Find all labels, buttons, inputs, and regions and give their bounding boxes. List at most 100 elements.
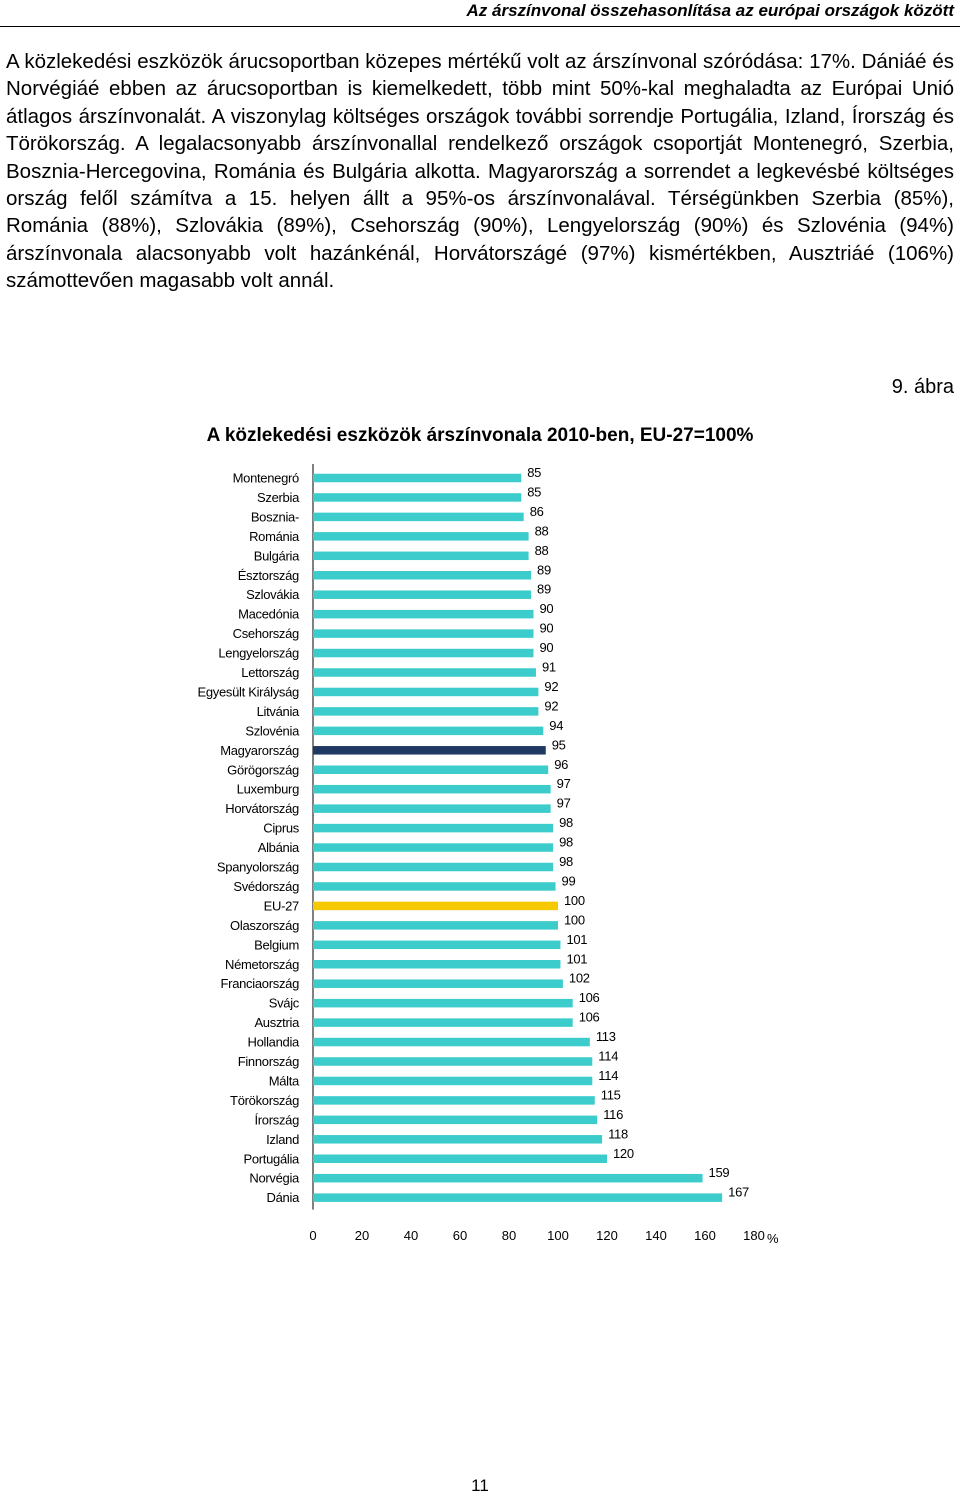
value-label: 95: [552, 737, 566, 752]
value-label: 100: [564, 893, 585, 908]
category-label: Németország: [225, 957, 299, 972]
x-tick-label: 60: [453, 1228, 467, 1243]
bar: [313, 1057, 593, 1066]
body-paragraph: A közlekedési eszközök árucsoportban köz…: [6, 50, 954, 293]
category-label: Észtország: [238, 568, 299, 583]
value-label: 89: [537, 582, 551, 597]
value-label: 88: [535, 523, 549, 538]
bar: [313, 921, 558, 930]
bar: [313, 765, 549, 774]
bar: [313, 901, 558, 911]
category-label: Dánia: [267, 1190, 301, 1205]
bar: [313, 1037, 590, 1047]
bar: [313, 726, 544, 736]
bar: [313, 1135, 603, 1144]
value-label: 113: [596, 1029, 616, 1044]
value-label: 90: [540, 601, 554, 616]
value-label: 114: [598, 1068, 618, 1083]
bar: [313, 707, 539, 716]
value-label: 98: [559, 835, 573, 850]
value-label: 94: [549, 718, 563, 733]
category-label: Csehország: [233, 626, 299, 641]
x-tick-label: 160: [694, 1228, 716, 1243]
category-label: Lengyelország: [218, 646, 299, 661]
bar: [313, 609, 534, 619]
bar: [313, 668, 536, 677]
category-label: Albánia: [258, 840, 300, 855]
value-label: 86: [530, 504, 544, 519]
value-label: 92: [544, 698, 558, 713]
bar: [313, 1154, 607, 1163]
value-label: 167: [728, 1185, 749, 1200]
bar: [313, 1096, 595, 1105]
value-label: 102: [569, 971, 590, 986]
category-label: Ciprus: [263, 821, 300, 836]
value-label: 114: [598, 1049, 618, 1064]
x-tick-label: 100: [547, 1228, 569, 1243]
x-tick-label: 40: [404, 1228, 418, 1243]
value-label: 92: [544, 679, 558, 694]
bar: [313, 1193, 723, 1202]
value-label: 85: [527, 465, 541, 480]
x-tick-label: 180: [743, 1228, 765, 1243]
category-label: Horvátország: [225, 801, 299, 816]
value-label: 115: [601, 1087, 621, 1102]
category-label: Görögország: [227, 762, 299, 777]
category-label: Olaszország: [230, 918, 299, 933]
bar: [313, 648, 534, 658]
value-label: 88: [535, 543, 549, 558]
page-number: 11: [471, 1476, 489, 1495]
bar: [313, 629, 534, 638]
category-label: Románia: [249, 529, 300, 544]
bar: [313, 843, 554, 852]
category-label: Egyesült Királyság: [197, 684, 299, 699]
bar: [313, 784, 551, 794]
value-label: 91: [542, 660, 556, 675]
category-label: Macedónia: [238, 607, 300, 622]
bar: [313, 1018, 573, 1027]
value-label: 101: [566, 932, 587, 947]
category-label: Portugália: [243, 1151, 300, 1166]
bar: [313, 532, 529, 541]
category-label: Szerbia: [257, 490, 300, 505]
chart-title-container: A közlekedési eszközök árszínvonala 2010…: [0, 424, 960, 448]
running-header-title: Az árszínvonal összehasonlítása az európ…: [466, 1, 954, 20]
category-label: Írország: [254, 1112, 299, 1127]
chart-title: A közlekedési eszközök árszínvonala 2010…: [206, 425, 754, 446]
value-label: 101: [566, 951, 587, 966]
x-tick-label: 140: [645, 1228, 667, 1243]
category-label: Szlovénia: [245, 723, 300, 738]
category-label: Bulgária: [254, 548, 300, 563]
category-label: Luxemburg: [237, 782, 299, 797]
figure-number: 9. ábra: [891, 376, 954, 398]
value-label: 97: [557, 776, 571, 791]
value-label: 106: [579, 990, 600, 1005]
bar: [313, 551, 529, 561]
value-label: 90: [540, 621, 554, 636]
category-label: Törökország: [230, 1093, 299, 1108]
category-label: Lettország: [241, 665, 299, 680]
category-label: Izland: [266, 1132, 299, 1147]
running-header: Az árszínvonal összehasonlítása az európ…: [0, 0, 960, 28]
bar: [313, 590, 532, 599]
bar: [313, 1115, 598, 1125]
x-tick-label: 0: [309, 1228, 316, 1243]
bar: [313, 940, 561, 950]
category-label: Spanyolország: [217, 860, 299, 875]
x-tick-label: 80: [502, 1228, 516, 1243]
category-label: Franciaország: [221, 976, 300, 991]
category-label: Hollandia: [247, 1035, 300, 1050]
value-label: 96: [554, 757, 568, 772]
bar: [313, 998, 573, 1008]
category-label: Bosznia-: [251, 509, 299, 524]
bar: [313, 960, 561, 969]
bar: [313, 804, 551, 813]
category-label: Magyarország: [220, 743, 299, 758]
value-label: 85: [527, 484, 541, 499]
category-label: Finnország: [238, 1054, 299, 1069]
value-label: 118: [608, 1126, 628, 1141]
value-label: 98: [559, 815, 573, 830]
x-axis-unit-label: %: [767, 1231, 779, 1246]
value-label: 159: [709, 1165, 730, 1180]
value-label: 98: [559, 854, 573, 869]
